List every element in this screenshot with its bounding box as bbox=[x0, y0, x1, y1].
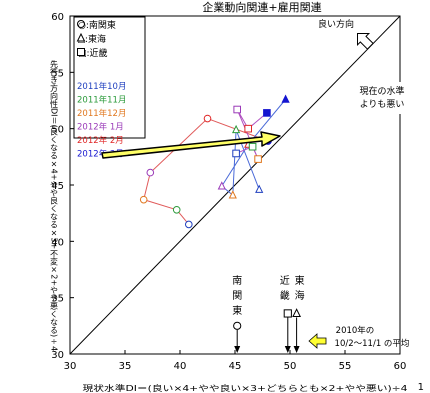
below-current-box bbox=[358, 82, 408, 114]
x-tick-label: 60 bbox=[394, 361, 407, 372]
data-point-circle bbox=[139, 195, 148, 204]
data-point-square bbox=[233, 105, 241, 114]
legend-month-label: 2012年 2月 bbox=[77, 135, 124, 146]
data-point-square bbox=[244, 124, 252, 133]
base-period-line1: 2010年の bbox=[336, 325, 375, 336]
y-tick-label: 60 bbox=[51, 12, 64, 23]
legend-square-icon bbox=[77, 48, 85, 56]
data-point-triangle bbox=[281, 94, 290, 103]
x-axis-label: 現状水準DI＝(良い×4+やや良い×3+どちらとも×2+やや悪い)÷4 bbox=[83, 383, 408, 393]
baseline-label-char: 畿 bbox=[280, 289, 290, 302]
legend-months: 2011年10月 2011年11月 2011年12月 2012年 1月 2012年 2月… bbox=[77, 81, 126, 160]
legend-month-label: 2011年10月 bbox=[77, 81, 126, 92]
x-tick-label: 40 bbox=[174, 361, 187, 372]
baseline-label-char: 関 bbox=[232, 290, 242, 302]
data-point-circle bbox=[172, 205, 181, 214]
baseline-label-char: 東 bbox=[232, 304, 242, 317]
baseline-arrow-head-icon bbox=[293, 346, 300, 353]
data-point-triangle bbox=[228, 190, 237, 199]
baseline-triangle-icon bbox=[292, 308, 302, 318]
y-tick-label: 50 bbox=[51, 125, 64, 136]
baseline-arrow-head-icon bbox=[284, 346, 291, 353]
y-axis-label: 先行き方向性DI＝(良くなる×4+やや良くなる×3+不変×2+やや悪くなる)÷4 bbox=[50, 59, 59, 351]
legend-month-label: 2012年 1月 bbox=[77, 122, 124, 133]
y-tick-label: 55 bbox=[51, 68, 64, 79]
data-point-triangle bbox=[255, 184, 264, 193]
legend-box bbox=[73, 16, 146, 139]
x-tick-label: 35 bbox=[119, 361, 132, 372]
chart-title: 企業動向関連+雇用関連 bbox=[202, 0, 321, 14]
baseline-arrow-head-icon bbox=[234, 346, 241, 353]
points-layer bbox=[139, 94, 290, 229]
legend-month-label: 2011年11月 bbox=[77, 95, 126, 106]
corner-mark: 1 bbox=[418, 382, 424, 393]
data-point-circle bbox=[185, 220, 193, 229]
y-tick-label: 30 bbox=[51, 350, 64, 361]
y-tick-label: 35 bbox=[51, 294, 64, 305]
trend-arrow-icon bbox=[101, 131, 281, 159]
up-left-arrow-icon bbox=[357, 33, 374, 50]
legend-marker-circle: ○:南関東 bbox=[77, 19, 116, 31]
x-tick-label: 55 bbox=[339, 361, 352, 372]
legend-circle-icon bbox=[77, 20, 85, 28]
baseline-circle-icon bbox=[233, 321, 242, 330]
base-period-note: 2010年の 10/2～11/1 の平均 bbox=[308, 325, 410, 349]
baseline-label-char: 南 bbox=[232, 274, 242, 287]
legend-marker-label: △:東海 bbox=[78, 33, 106, 45]
good-direction-label: 良い方向 bbox=[318, 18, 354, 30]
base-period-line2: 10/2～11/1 の平均 bbox=[335, 338, 410, 349]
series-line-南関東 bbox=[143, 117, 269, 225]
yellow-left-arrow-icon bbox=[308, 333, 327, 349]
baseline-label-char: 近 bbox=[280, 274, 290, 287]
below-current-line1: 現在の水準 bbox=[359, 85, 404, 97]
diagonal-layer bbox=[70, 16, 400, 354]
legend-triangle-icon bbox=[76, 32, 86, 42]
x-tick-label: 30 bbox=[64, 361, 77, 372]
x-tick-label: 50 bbox=[284, 361, 297, 372]
x-tick-label: 45 bbox=[229, 361, 242, 372]
diagonal-line bbox=[70, 16, 400, 354]
data-point-circle bbox=[146, 168, 155, 177]
baseline-label-char: 海 bbox=[295, 289, 305, 302]
legend-month-label: 2012年 3月 bbox=[77, 149, 124, 160]
y-tick-label: 45 bbox=[51, 181, 64, 192]
data-point-square bbox=[248, 142, 257, 151]
below-current-line2: よりも悪い bbox=[360, 99, 405, 110]
legend-marker-square: □:近畿 bbox=[77, 47, 108, 59]
y-tick-label: 40 bbox=[51, 237, 64, 248]
data-point-circle bbox=[203, 114, 212, 123]
data-point-square bbox=[232, 149, 240, 158]
baseline-label-char: 東 bbox=[295, 274, 305, 287]
trend-arrow bbox=[101, 131, 281, 159]
data-point-triangle bbox=[231, 124, 241, 134]
data-point-square bbox=[263, 109, 271, 117]
data-point-square bbox=[254, 155, 262, 163]
legend-marker-label: ○:南関東 bbox=[78, 19, 116, 31]
data-point-triangle bbox=[217, 181, 226, 190]
legend-marker-label: □:近畿 bbox=[78, 47, 108, 59]
legend-month-label: 2011年12月 bbox=[77, 108, 126, 119]
baseline-square-icon bbox=[283, 309, 292, 318]
legend-marker-triangle: △:東海 bbox=[76, 32, 106, 45]
ticks-layer: 30 35 40 45 50 55 60 30 35 40 45 50 55 60 bbox=[51, 12, 406, 372]
